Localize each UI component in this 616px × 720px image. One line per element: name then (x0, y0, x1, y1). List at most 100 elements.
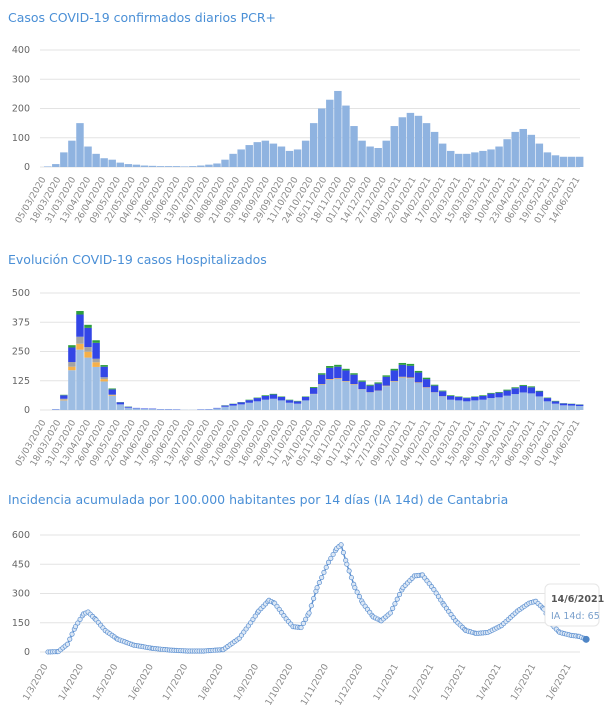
bar (406, 378, 415, 410)
bar (60, 395, 68, 399)
bar (60, 398, 68, 400)
bar (309, 387, 318, 389)
bar (455, 400, 463, 410)
y-tick-label: 600 (12, 530, 30, 541)
bar (309, 394, 318, 410)
bar (358, 140, 366, 167)
bar (334, 366, 342, 379)
y-tick-label: 200 (12, 104, 30, 115)
data-point (438, 597, 444, 603)
bar (237, 404, 245, 410)
data-point (75, 620, 81, 626)
data-point (340, 549, 346, 556)
bar (479, 395, 487, 396)
bar (245, 145, 253, 167)
x-tick-label: 1/1/2021 (372, 663, 401, 703)
bar (205, 409, 213, 410)
bar (253, 142, 262, 167)
bar (535, 396, 544, 410)
data-point (435, 593, 441, 600)
bar (559, 156, 568, 167)
data-point (390, 605, 396, 611)
bar (221, 159, 229, 167)
bar (519, 384, 527, 386)
bar (495, 397, 503, 410)
bar (334, 378, 342, 410)
y-tick-label: 150 (12, 618, 30, 629)
bar (164, 166, 173, 167)
bar (527, 134, 536, 167)
bar (172, 166, 181, 167)
x-tick-label: 1/2/2021 (408, 663, 437, 703)
bar (221, 405, 229, 407)
x-tick-label: 1/3/2020 (22, 662, 51, 702)
bar (229, 405, 237, 410)
bar (430, 131, 439, 167)
bar (326, 379, 334, 410)
bar (527, 387, 536, 394)
bar (76, 336, 84, 344)
bar (519, 392, 527, 410)
bar (551, 403, 560, 410)
bar (68, 345, 76, 348)
bar (140, 408, 149, 410)
bar (334, 378, 342, 379)
bar (293, 403, 302, 410)
bar (84, 146, 92, 167)
bar (414, 372, 423, 383)
bar (285, 402, 294, 410)
bar (567, 156, 576, 167)
x-tick-label: 1/6/2020 (127, 662, 156, 702)
bar (543, 398, 552, 402)
bar (374, 147, 382, 167)
bar (430, 384, 439, 386)
bar (511, 388, 519, 395)
bar (108, 388, 116, 390)
bar (495, 146, 503, 167)
data-point (392, 601, 398, 607)
bar (132, 164, 141, 167)
tooltip-value: IA 14d: 65 (551, 611, 600, 622)
bar (229, 403, 237, 406)
bar (124, 406, 133, 408)
bar (511, 387, 519, 389)
data-point-highlight (582, 635, 590, 643)
bar (108, 395, 116, 410)
x-tick-label: 1/6/2021 (545, 663, 574, 703)
bar (60, 399, 68, 401)
bar (575, 404, 584, 407)
bar (471, 400, 479, 410)
data-point (77, 616, 83, 622)
bar (261, 395, 270, 396)
data-point (308, 603, 314, 609)
bar (430, 392, 439, 410)
bar (245, 402, 253, 410)
bar (503, 389, 511, 391)
bar (382, 140, 390, 167)
bar (269, 398, 278, 410)
chart-title: Evolución COVID-19 casos Hospitalizados (8, 252, 267, 267)
data-point (328, 555, 334, 561)
bar (479, 395, 487, 400)
bar (100, 381, 108, 410)
data-point (64, 641, 71, 647)
bar (390, 381, 399, 410)
bar (471, 396, 479, 401)
bar (366, 392, 374, 410)
bar (140, 165, 149, 167)
bar (471, 152, 479, 167)
bar (68, 366, 76, 371)
bar (350, 384, 358, 410)
bar (76, 123, 84, 167)
data-point (387, 610, 393, 616)
bar (479, 399, 487, 410)
bar (422, 377, 431, 380)
bar (446, 399, 455, 410)
bar (326, 379, 334, 380)
bar (84, 351, 92, 358)
y-tick-label: 100 (12, 133, 30, 144)
x-tick-label: 1/11/2020 (299, 662, 331, 707)
bar (350, 374, 358, 385)
y-tick-label: 300 (12, 74, 30, 85)
